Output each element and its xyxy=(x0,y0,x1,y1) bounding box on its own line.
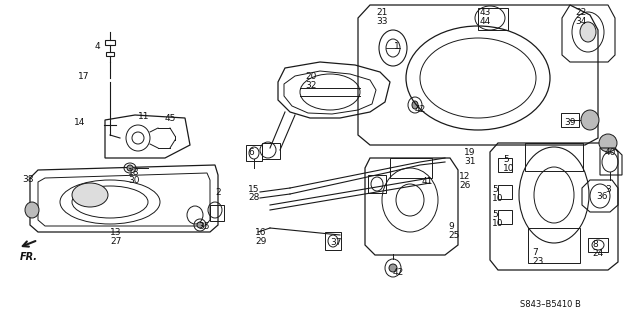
Ellipse shape xyxy=(389,264,397,272)
Text: 42: 42 xyxy=(393,268,404,277)
Text: 20: 20 xyxy=(305,72,316,81)
Ellipse shape xyxy=(25,202,39,218)
Ellipse shape xyxy=(580,22,596,42)
Bar xyxy=(390,158,432,178)
Text: 1: 1 xyxy=(394,42,400,51)
Text: 19: 19 xyxy=(464,148,475,157)
Bar xyxy=(525,143,583,171)
Text: 5: 5 xyxy=(503,155,509,164)
Bar xyxy=(588,238,608,252)
Text: 31: 31 xyxy=(464,157,475,166)
Bar xyxy=(210,205,224,221)
Ellipse shape xyxy=(72,183,108,207)
Bar xyxy=(325,232,341,250)
Bar xyxy=(528,228,580,263)
Text: 12: 12 xyxy=(459,172,470,181)
Text: 10: 10 xyxy=(503,164,515,173)
Text: 25: 25 xyxy=(448,231,459,240)
Text: 9: 9 xyxy=(448,222,454,231)
Text: 5: 5 xyxy=(492,185,498,194)
Text: 10: 10 xyxy=(492,219,503,228)
Bar xyxy=(105,40,115,45)
Text: 24: 24 xyxy=(592,249,603,258)
Text: 23: 23 xyxy=(532,257,543,266)
Text: 11: 11 xyxy=(138,112,150,121)
Text: 22: 22 xyxy=(575,8,586,17)
Text: 43: 43 xyxy=(480,8,492,17)
Text: 32: 32 xyxy=(305,81,316,90)
Bar xyxy=(246,145,262,161)
Text: 33: 33 xyxy=(376,17,388,26)
Text: 17: 17 xyxy=(78,72,90,81)
Text: 42: 42 xyxy=(415,105,426,114)
Text: 6: 6 xyxy=(248,148,254,157)
Text: 39: 39 xyxy=(564,118,576,127)
Text: 14: 14 xyxy=(74,118,85,127)
Text: 41: 41 xyxy=(422,177,434,186)
Text: 36: 36 xyxy=(596,192,607,201)
Bar xyxy=(478,8,508,30)
Text: 10: 10 xyxy=(492,194,503,203)
Text: 16: 16 xyxy=(255,228,267,237)
Ellipse shape xyxy=(581,110,599,130)
Bar xyxy=(262,143,280,159)
Text: 35: 35 xyxy=(198,222,209,231)
Text: 27: 27 xyxy=(110,237,121,246)
Ellipse shape xyxy=(127,165,133,171)
Bar xyxy=(368,175,386,193)
Ellipse shape xyxy=(412,101,418,109)
Text: 29: 29 xyxy=(255,237,267,246)
Text: 8: 8 xyxy=(592,240,597,249)
Ellipse shape xyxy=(599,134,617,152)
Bar xyxy=(561,113,579,127)
Text: 5: 5 xyxy=(492,210,498,219)
Text: 15: 15 xyxy=(248,185,260,194)
Ellipse shape xyxy=(197,222,203,228)
Text: 26: 26 xyxy=(459,181,470,190)
Text: 18: 18 xyxy=(128,168,140,177)
Text: 45: 45 xyxy=(165,114,176,123)
Text: 30: 30 xyxy=(128,176,140,185)
Text: S843–B5410 B: S843–B5410 B xyxy=(520,300,581,309)
Bar xyxy=(106,52,114,56)
Text: 44: 44 xyxy=(480,17,492,26)
Text: 37: 37 xyxy=(330,238,341,247)
Text: 28: 28 xyxy=(248,193,259,202)
Text: 38: 38 xyxy=(22,175,34,184)
Text: 34: 34 xyxy=(575,17,586,26)
Text: 7: 7 xyxy=(532,248,538,257)
Text: 40: 40 xyxy=(605,148,616,157)
Text: 21: 21 xyxy=(376,8,388,17)
Text: 2: 2 xyxy=(215,188,221,197)
Text: 3: 3 xyxy=(605,185,611,194)
Text: 13: 13 xyxy=(110,228,121,237)
Text: 4: 4 xyxy=(95,42,101,51)
Text: FR.: FR. xyxy=(20,252,38,262)
